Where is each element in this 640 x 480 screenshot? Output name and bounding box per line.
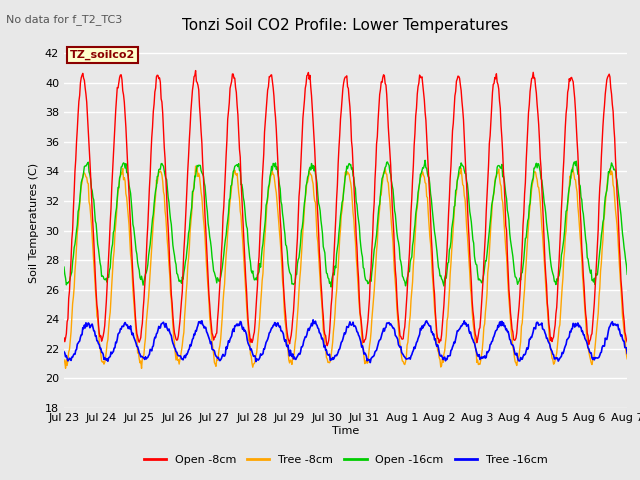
Title: Tonzi Soil CO2 Profile: Lower Temperatures: Tonzi Soil CO2 Profile: Lower Temperatur…	[182, 18, 509, 33]
Legend: Open -8cm, Tree -8cm, Open -16cm, Tree -16cm: Open -8cm, Tree -8cm, Open -16cm, Tree -…	[139, 450, 552, 469]
Text: TZ_soilco2: TZ_soilco2	[70, 49, 135, 60]
Text: No data for f_T2_TC3: No data for f_T2_TC3	[6, 14, 123, 25]
X-axis label: Time: Time	[332, 426, 359, 436]
Y-axis label: Soil Temperatures (C): Soil Temperatures (C)	[29, 163, 39, 283]
